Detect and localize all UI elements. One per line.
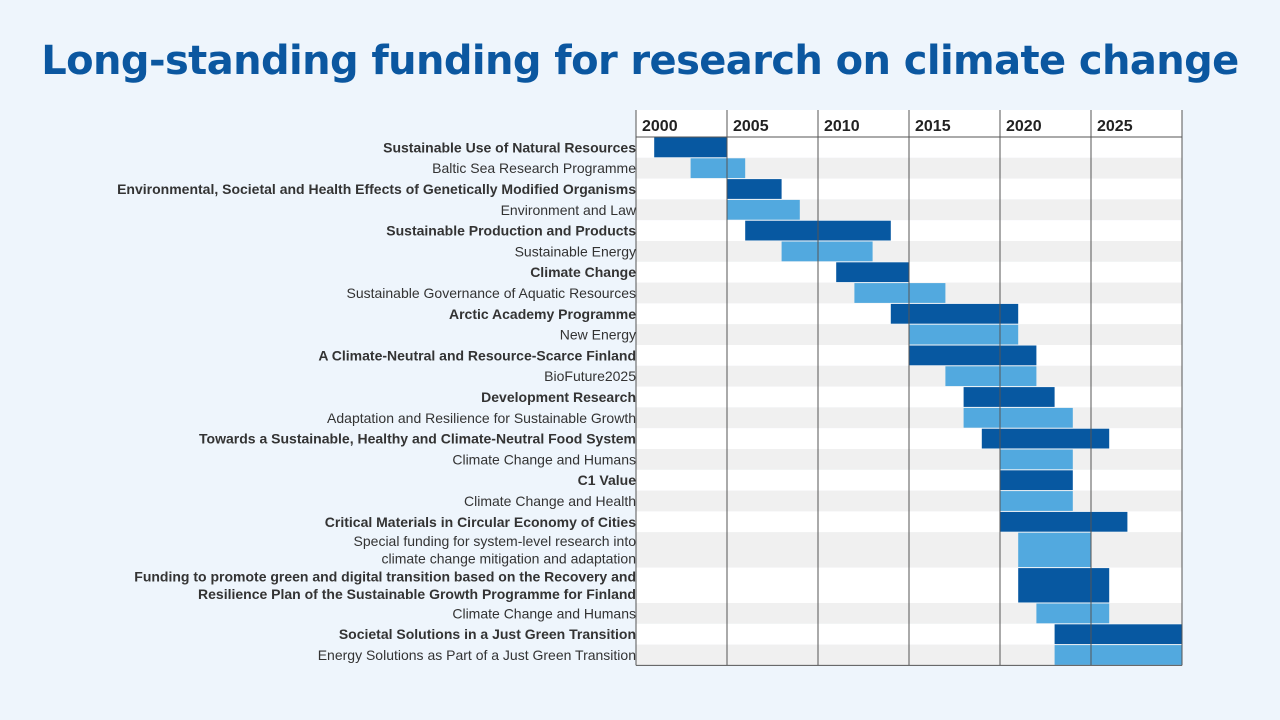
row-label: Climate Change bbox=[530, 264, 636, 280]
row-label: Sustainable Production and Products bbox=[386, 223, 636, 239]
row-label: Critical Materials in Circular Economy o… bbox=[325, 514, 636, 530]
page-title: Long-standing funding for research on cl… bbox=[41, 38, 1239, 84]
row-label: Special funding for system-level researc… bbox=[354, 533, 637, 549]
row-label: Energy Solutions as Part of a Just Green… bbox=[318, 647, 636, 663]
row-label: Sustainable Governance of Aquatic Resour… bbox=[346, 285, 636, 301]
tick-label: 2000 bbox=[642, 118, 678, 135]
bar bbox=[690, 158, 746, 179]
bars bbox=[654, 137, 1182, 665]
bar bbox=[963, 387, 1055, 407]
bar bbox=[854, 283, 946, 303]
bar bbox=[781, 241, 873, 262]
row-label: Arctic Academy Programme bbox=[449, 306, 636, 322]
bar bbox=[1018, 532, 1091, 568]
row-label: Climate Change and Humans bbox=[452, 451, 636, 467]
tick-label: 2005 bbox=[733, 118, 769, 135]
bar bbox=[1000, 449, 1073, 470]
tick-label: 2025 bbox=[1097, 118, 1133, 135]
bar bbox=[836, 262, 909, 283]
row-label: A Climate-Neutral and Resource-Scarce Fi… bbox=[318, 347, 636, 363]
row-label: Funding to promote green and digital tra… bbox=[134, 569, 636, 585]
row-label: Towards a Sustainable, Healthy and Clima… bbox=[199, 431, 636, 447]
row-label: Sustainable Use of Natural Resources bbox=[383, 139, 636, 155]
row-label: New Energy bbox=[560, 327, 636, 343]
bar bbox=[909, 324, 1019, 345]
bar bbox=[909, 345, 1037, 366]
bar bbox=[1018, 568, 1110, 603]
bar bbox=[1000, 491, 1073, 511]
gridlines bbox=[635, 110, 1183, 666]
tick-label: 2015 bbox=[915, 118, 951, 135]
bar bbox=[654, 137, 727, 158]
bar bbox=[981, 428, 1110, 449]
row-label: Environmental, Societal and Health Effec… bbox=[117, 181, 636, 197]
bar bbox=[1000, 470, 1073, 491]
bar bbox=[963, 407, 1073, 428]
bar bbox=[945, 366, 1037, 387]
row-label: Resilience Plan of the Sustainable Growt… bbox=[198, 586, 636, 602]
row-label: Sustainable Energy bbox=[515, 243, 636, 259]
bar bbox=[1000, 511, 1128, 532]
bar bbox=[1036, 603, 1110, 624]
row-label: Environment and Law bbox=[501, 202, 637, 218]
bar bbox=[727, 199, 800, 220]
bar bbox=[1054, 624, 1182, 645]
row-label: Climate Change and Health bbox=[464, 493, 636, 509]
row-label: climate change mitigation and adaptation bbox=[381, 551, 636, 567]
row-label: BioFuture2025 bbox=[544, 368, 636, 384]
row-label: C1 Value bbox=[578, 472, 637, 488]
bar bbox=[1054, 645, 1182, 665]
bar bbox=[727, 179, 782, 199]
row-label: Adaptation and Resilience for Sustainabl… bbox=[327, 410, 636, 426]
row-label: Development Research bbox=[481, 389, 636, 405]
row-label: Societal Solutions in a Just Green Trans… bbox=[339, 626, 636, 642]
row-label: Climate Change and Humans bbox=[452, 605, 636, 621]
row-labels: Sustainable Use of Natural Resources Balt… bbox=[117, 139, 637, 663]
x-axis-tick-labels: 2000 2005 2010 2015 2020 2025 bbox=[642, 118, 1133, 135]
bar bbox=[890, 303, 1019, 324]
tick-label: 2010 bbox=[824, 118, 860, 135]
row-label: Baltic Sea Research Programme bbox=[432, 160, 636, 176]
tick-label: 2020 bbox=[1006, 118, 1042, 135]
